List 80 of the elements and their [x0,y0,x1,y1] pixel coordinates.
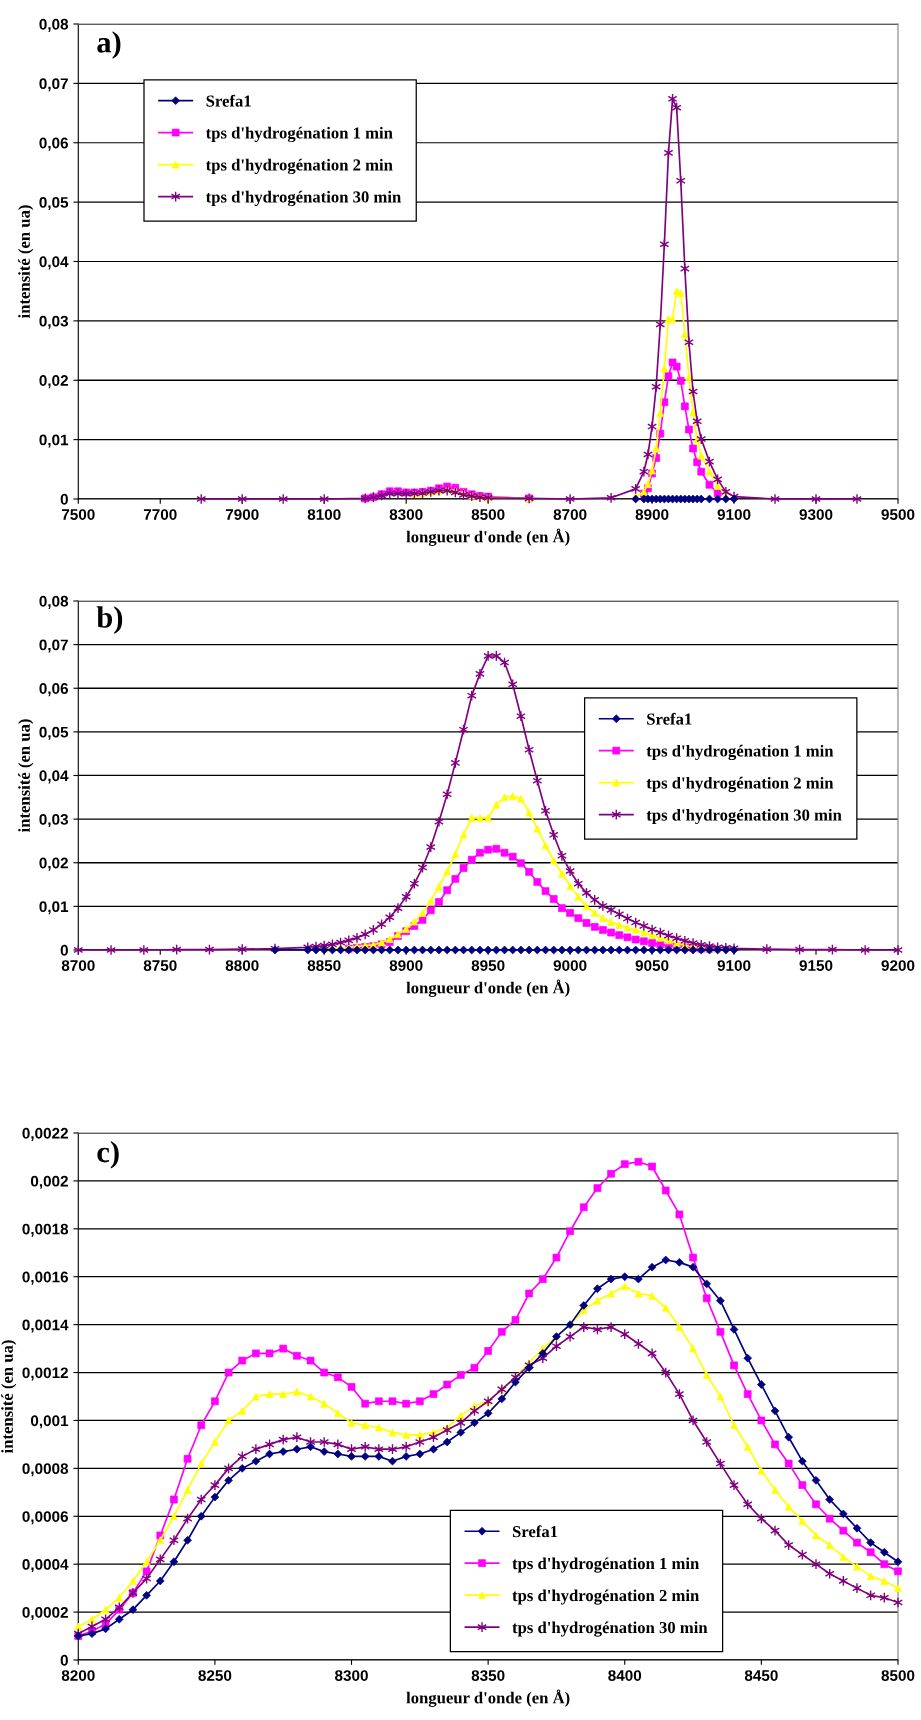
x-tick-label: 7700 [143,509,177,520]
legend-label: tps d'hydrogénation 1 min [646,744,834,761]
x-tick-label: 8450 [744,1670,778,1681]
legend-label: tps d'hydrogénation 1 min [205,126,393,143]
legend-label: tps d'hydrogénation 30 min [205,190,401,207]
annotation: a) [97,31,121,59]
legend-label: tps d'hydrogénation 30 min [512,1621,708,1637]
x-tick-label: 8400 [608,1670,642,1681]
x-tick-label: 8100 [307,509,341,520]
legend-label: tps d'hydrogénation 1 min [512,1557,700,1573]
x-tick-label: 8850 [307,960,341,971]
y-tick-label: 0,0018 [22,1223,69,1237]
x-tick-label: 9050 [635,960,669,971]
legend-label: tps d'hydrogénation 2 min [205,158,393,175]
legend-label: Srefa1 [647,712,692,725]
x-tick-label: 8250 [198,1670,232,1681]
y-tick-label: 0,02 [39,375,68,389]
x-tick-label: 8800 [225,960,259,971]
y-tick-label: 0,001 [30,1415,69,1429]
y-tick-label: 0,03 [39,813,69,828]
legend-label: tps d'hydrogénation 2 min [646,776,834,793]
y-tick-label: 0,0006 [22,1511,69,1525]
y-tick-label: 0,07 [39,78,68,92]
y-tick-label: 0,01 [39,901,69,915]
x-tick-label: 9500 [881,509,915,520]
y-axis-title: intensité (en ua) [18,719,34,833]
y-tick-label: 0,002 [30,1175,68,1189]
x-tick-label: 8900 [389,960,423,971]
x-axis-title: longueur d'onde (en Å) [406,528,570,546]
x-tick-label: 7500 [61,509,95,520]
x-tick-label: 8300 [389,509,423,520]
y-tick-label: 0,0014 [22,1319,69,1333]
y-tick-label: 0,0002 [22,1606,68,1620]
x-tick-label: 9150 [799,960,833,971]
y-tick-label: 0 [60,944,68,956]
x-tick-label: 8300 [335,1670,368,1681]
y-tick-label: 0,06 [39,683,69,697]
x-tick-label: 9100 [717,509,751,520]
y-axis-title: intensité (en ua) [1,1340,17,1454]
x-tick-label: 9100 [717,960,751,971]
x-tick-label: 8700 [553,509,587,520]
y-tick-label: 0,02 [39,857,68,871]
x-tick-label: 8500 [471,509,505,520]
x-tick-label: 8200 [61,1670,95,1681]
y-tick-label: 0,0016 [22,1271,69,1285]
y-tick-label: 0,08 [39,595,69,609]
y-tick-label: 0 [60,1654,68,1666]
x-tick-label: 8500 [881,1670,915,1681]
y-tick-label: 0,07 [39,639,68,653]
y-tick-label: 0,03 [39,315,69,329]
y-tick-label: 0,0012 [22,1367,68,1381]
x-tick-label: 7900 [225,509,259,520]
x-axis-title: longueur d'onde (en Å) [406,1689,570,1707]
x-tick-label: 9200 [881,960,915,971]
y-tick-label: 0 [60,493,68,505]
legend-label: tps d'hydrogénation 2 min [512,1589,700,1605]
y-tick-label: 0,04 [39,256,69,270]
y-tick-label: 0,05 [39,726,69,740]
y-tick-label: 0,0008 [22,1463,69,1477]
x-tick-label: 8350 [471,1670,505,1681]
x-tick-label: 9300 [799,509,833,520]
y-tick-label: 0,06 [39,137,69,151]
x-tick-label: 8700 [61,960,95,971]
y-tick-label: 0,0004 [22,1559,69,1573]
y-tick-label: 0,01 [39,434,69,448]
y-axis-title: intensité (en ua) [18,205,34,319]
y-tick-label: 0,04 [39,770,69,784]
x-tick-label: 8900 [635,509,669,520]
legend-label: tps d'hydrogénation 30 min [646,808,842,825]
legend-label: Srefa1 [512,1525,558,1538]
annotation: c) [97,1140,119,1169]
y-tick-label: 0,08 [39,18,69,32]
x-tick-label: 8950 [471,960,505,971]
y-tick-label: 0,0022 [22,1127,68,1141]
annotation: b) [96,606,123,634]
x-tick-label: 9000 [553,960,587,971]
x-tick-label: 8750 [143,960,177,971]
x-axis-title: longueur d'onde (en Å) [406,979,570,997]
legend-label: Srefa1 [206,94,251,107]
y-tick-label: 0,05 [39,196,69,211]
